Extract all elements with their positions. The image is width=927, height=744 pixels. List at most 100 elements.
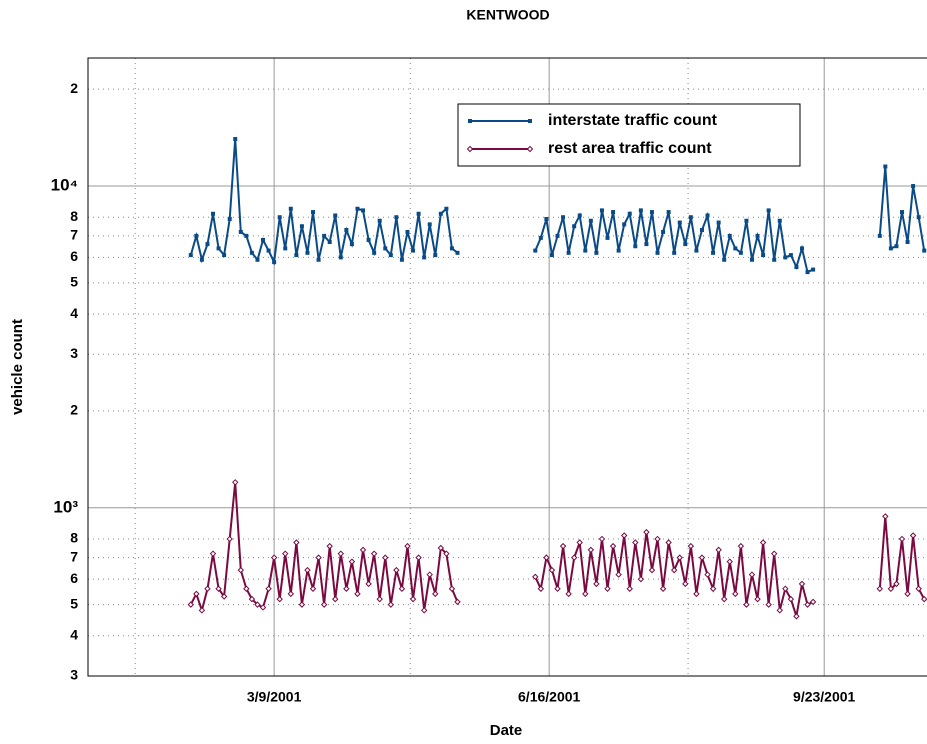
data-point	[898, 535, 906, 543]
data-point	[588, 218, 593, 223]
data-point	[411, 248, 416, 253]
data-point	[554, 585, 561, 592]
data-point	[698, 554, 706, 561]
data-point	[249, 250, 254, 255]
data-point	[327, 239, 332, 244]
data-point	[326, 542, 333, 550]
data-point	[572, 224, 577, 229]
data-point	[337, 550, 345, 557]
data-point	[755, 233, 760, 238]
data-point	[633, 244, 638, 249]
data-point	[772, 257, 777, 262]
data-point	[283, 246, 288, 251]
data-point	[904, 590, 911, 598]
data-point	[426, 571, 433, 578]
data-point	[316, 257, 321, 262]
data-point	[187, 601, 194, 608]
data-point	[688, 215, 693, 220]
data-point	[282, 550, 289, 557]
y-tick-label: 3	[70, 667, 78, 683]
data-point	[715, 546, 722, 554]
data-point	[188, 253, 193, 258]
data-point	[737, 542, 745, 550]
data-point	[877, 233, 882, 238]
data-point	[627, 211, 632, 216]
data-point	[655, 250, 660, 255]
data-point	[299, 224, 304, 229]
data-point	[415, 554, 422, 561]
data-point	[448, 585, 456, 592]
data-point	[738, 250, 743, 255]
y-tick-label: 3	[70, 345, 78, 361]
data-point	[887, 585, 895, 592]
data-point	[716, 220, 721, 225]
data-point	[199, 257, 204, 262]
data-point	[322, 233, 327, 238]
legend-box	[457, 103, 801, 167]
data-point	[883, 164, 888, 169]
data-point	[754, 595, 761, 603]
data-point	[416, 211, 421, 216]
data-point	[622, 222, 627, 227]
data-point	[422, 255, 427, 260]
data-point	[444, 206, 449, 211]
data-point	[672, 250, 677, 255]
data-point	[205, 242, 210, 247]
data-point	[911, 184, 916, 189]
data-point	[893, 580, 900, 588]
axis-frame	[87, 57, 927, 677]
data-point	[349, 242, 354, 247]
data-point	[561, 215, 566, 220]
y-tick-label: 6	[70, 248, 78, 264]
data-point	[288, 206, 293, 211]
data-point	[427, 222, 432, 227]
data-point	[338, 255, 343, 260]
data-point	[799, 246, 804, 251]
data-point	[388, 253, 393, 258]
data-point	[305, 250, 310, 255]
data-point	[193, 590, 200, 598]
data-point	[355, 206, 360, 211]
x-axis-label: Date	[490, 722, 523, 739]
data-point	[726, 558, 733, 565]
data-point	[899, 210, 904, 215]
data-point	[443, 550, 450, 557]
data-point	[644, 242, 649, 247]
data-point	[255, 257, 260, 262]
data-point	[677, 220, 682, 225]
data-point	[555, 233, 560, 238]
data-point	[409, 595, 417, 603]
data-point	[294, 253, 299, 258]
data-point	[759, 539, 767, 546]
data-point	[643, 528, 650, 536]
data-point	[577, 213, 582, 218]
data-point	[365, 580, 372, 588]
data-point	[576, 539, 583, 546]
data-point	[570, 554, 578, 561]
data-point	[243, 585, 250, 592]
legend-label: interstate traffic count	[548, 112, 718, 129]
data-point	[704, 571, 711, 578]
data-point	[654, 535, 661, 543]
data-point	[765, 601, 772, 608]
data-point	[533, 248, 538, 253]
data-point	[616, 248, 621, 253]
data-point	[882, 513, 889, 520]
data-point	[582, 590, 589, 598]
data-point	[543, 554, 550, 561]
data-point	[354, 590, 361, 598]
data-point	[399, 257, 404, 262]
data-point	[304, 566, 311, 574]
data-point	[732, 590, 739, 598]
data-point	[393, 566, 400, 574]
y-tick-label: 2	[70, 80, 78, 96]
data-point	[266, 248, 271, 253]
y-tick-label: 8	[70, 208, 78, 224]
data-point	[626, 585, 633, 592]
data-point	[777, 218, 782, 223]
data-point	[788, 253, 793, 258]
series-line	[189, 482, 926, 617]
data-point	[259, 604, 267, 611]
data-point	[227, 216, 232, 221]
data-point	[376, 595, 383, 603]
